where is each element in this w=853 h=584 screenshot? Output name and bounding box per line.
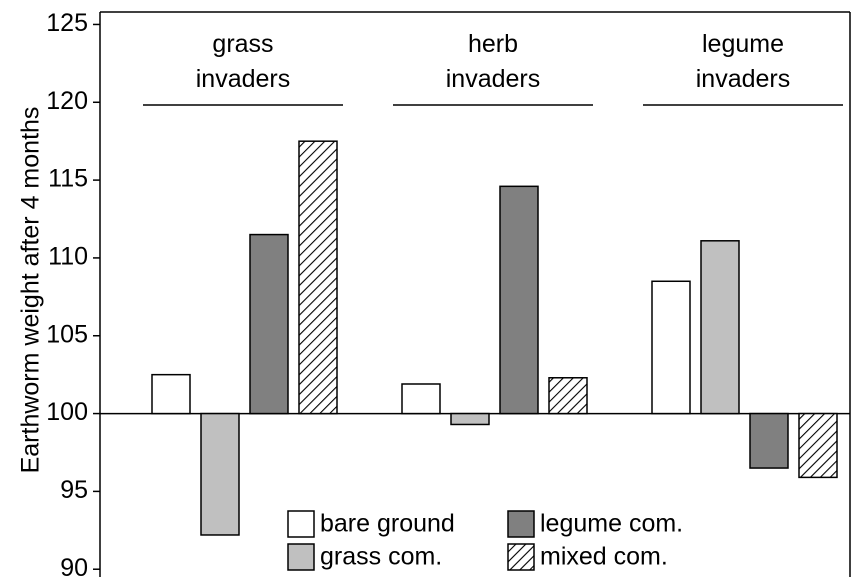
legend-label: grass com. <box>320 543 442 571</box>
legend-swatch <box>507 543 535 571</box>
bar <box>700 240 740 415</box>
category-label-line: invaders <box>196 65 291 93</box>
y-tick-label: 90 <box>60 554 88 582</box>
y-axis-label: Earthworm weight after 4 months <box>17 107 45 474</box>
bar <box>499 185 539 415</box>
bar <box>548 377 588 415</box>
bar <box>200 412 240 536</box>
y-tick-label: 125 <box>46 9 88 37</box>
category-label-line: legume <box>702 30 784 58</box>
category-label-line: grass <box>212 30 273 58</box>
legend-label: mixed com. <box>540 543 668 571</box>
bar <box>651 280 691 415</box>
legend-label: legume com. <box>540 510 683 538</box>
category-label-line: herb <box>468 30 518 58</box>
bar <box>401 383 441 415</box>
bar <box>249 233 289 415</box>
y-tick-label: 110 <box>48 243 88 271</box>
y-tick-label: 105 <box>46 320 88 348</box>
y-tick-label: 115 <box>48 165 88 193</box>
category-label: legume invaders <box>696 30 791 93</box>
category-label-line: invaders <box>446 65 541 93</box>
category-label: grass invaders <box>196 30 291 93</box>
legend-label: bare ground <box>320 510 455 538</box>
bar <box>798 412 838 479</box>
legend-swatch <box>507 510 535 538</box>
bar <box>749 412 789 469</box>
y-tick-label: 95 <box>60 476 88 504</box>
bar <box>450 412 490 426</box>
legend-swatch <box>287 510 315 538</box>
y-tick-label: 120 <box>46 87 88 115</box>
legend-swatch <box>287 543 315 571</box>
category-label-line: invaders <box>696 65 791 93</box>
category-label: herb invaders <box>446 30 541 93</box>
bar <box>151 373 191 415</box>
bar <box>298 140 338 415</box>
y-tick-label: 100 <box>46 398 88 426</box>
